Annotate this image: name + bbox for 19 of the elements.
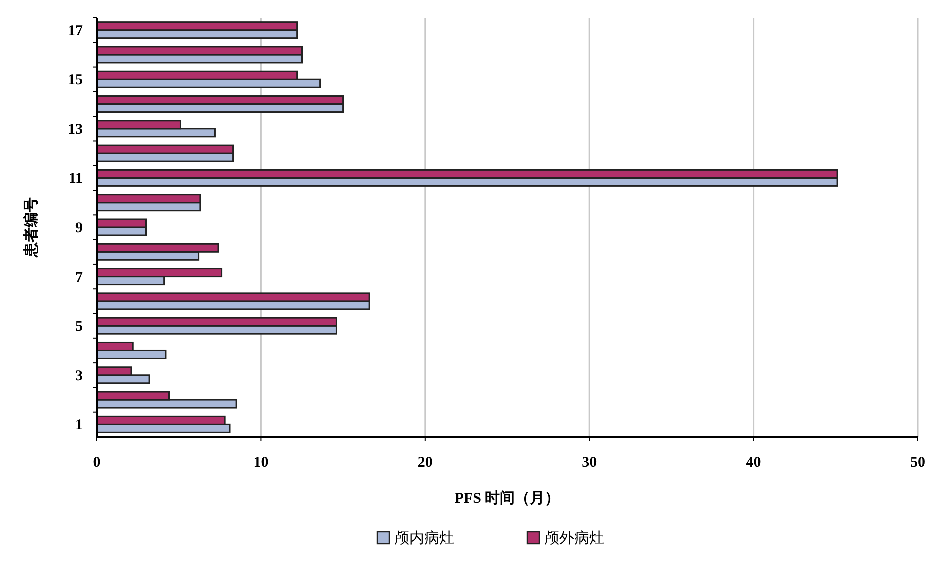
legend-label: 颅内病灶: [394, 530, 454, 547]
y-tick-label: 1: [76, 418, 83, 434]
y-tick-label: 13: [68, 122, 83, 138]
y-tick-label: 17: [68, 23, 84, 40]
x-tick-label: 10: [254, 455, 269, 471]
x-tick-label: 20: [418, 455, 433, 471]
y-axis-title: 患者编号: [23, 198, 40, 258]
y-tick-label: 11: [68, 171, 83, 188]
y-tick-label: 9: [76, 220, 83, 236]
x-tick-label: 0: [93, 455, 101, 471]
x-tick-label: 50: [910, 455, 926, 471]
y-tick-label: 15: [68, 72, 83, 89]
x-axis-title: PFS 时间（月）: [454, 490, 560, 507]
x-tick-label: 40: [746, 455, 762, 471]
y-tick-label: 7: [76, 270, 84, 286]
legend-label: 颅外病灶: [544, 530, 604, 547]
y-tick-label: 5: [76, 319, 83, 336]
y-tick-label: 3: [76, 368, 83, 384]
x-tick-label: 30: [582, 455, 598, 471]
